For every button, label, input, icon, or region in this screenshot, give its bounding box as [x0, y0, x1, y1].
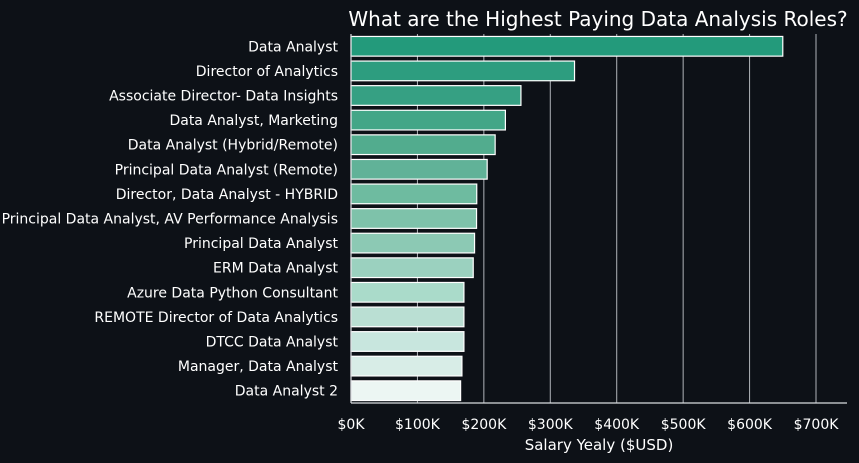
category-label-3: Data Analyst, Marketing [169, 113, 338, 129]
x-tick-label-6: $600K [727, 417, 773, 433]
category-label-6: Director, Data Analyst - HYBRID [116, 187, 338, 203]
x-tick-label-3: $300K [528, 417, 574, 433]
bar-2 [350, 85, 522, 106]
category-label-8: Principal Data Analyst [184, 236, 338, 252]
bar-7 [350, 208, 478, 229]
category-label-13: Manager, Data Analyst [178, 359, 339, 375]
category-labels: Data Analyst Director of Analytics Associa… [2, 39, 339, 399]
bar-9 [350, 257, 474, 279]
x-axis-label: Salary Yealy ($USD) [525, 436, 674, 454]
bar-12 [350, 331, 465, 352]
category-label-5: Principal Data Analyst (Remote) [115, 162, 338, 178]
category-label-10: Azure Data Python Consultant [127, 285, 338, 301]
category-label-14: Data Analyst 2 [235, 384, 338, 400]
bar-3 [350, 109, 506, 131]
category-label-11: REMOTE Director of Data Analytics [94, 310, 338, 326]
bar-1 [350, 60, 576, 82]
category-label-4: Data Analyst (Hybrid/Remote) [128, 138, 338, 154]
bar-8 [350, 232, 476, 254]
category-label-12: DTCC Data Analyst [206, 335, 339, 351]
bar-10 [350, 281, 465, 303]
x-tick-label-5: $500K [661, 417, 707, 433]
bar-5 [350, 158, 488, 180]
chart-title: What are the Highest Paying Data Analysi… [348, 7, 847, 31]
x-tick-label-2: $200K [461, 417, 507, 433]
category-label-9: ERM Data Analyst [213, 261, 338, 277]
category-label-7: Principal Data Analyst, AV Performance A… [2, 212, 338, 228]
category-label-0: Data Analyst [248, 39, 338, 55]
category-label-2: Associate Director- Data Insights [109, 89, 338, 105]
bar-0 [350, 35, 784, 57]
bar-14 [350, 380, 462, 402]
bar-4 [350, 134, 496, 156]
bar-13 [350, 355, 463, 377]
x-tick-label-0: $0K [338, 417, 366, 433]
x-tick-label-4: $400K [594, 417, 640, 433]
bar-11 [350, 306, 465, 328]
bars [350, 35, 784, 402]
x-tick-label-1: $100K [395, 417, 441, 433]
category-label-1: Director of Analytics [196, 64, 338, 80]
x-tick-label-7: $700K [794, 417, 840, 433]
bar-6 [350, 183, 478, 205]
x-tick-labels: $0K $100K $200K $300K $400K $500K $600K $700K [338, 417, 840, 433]
